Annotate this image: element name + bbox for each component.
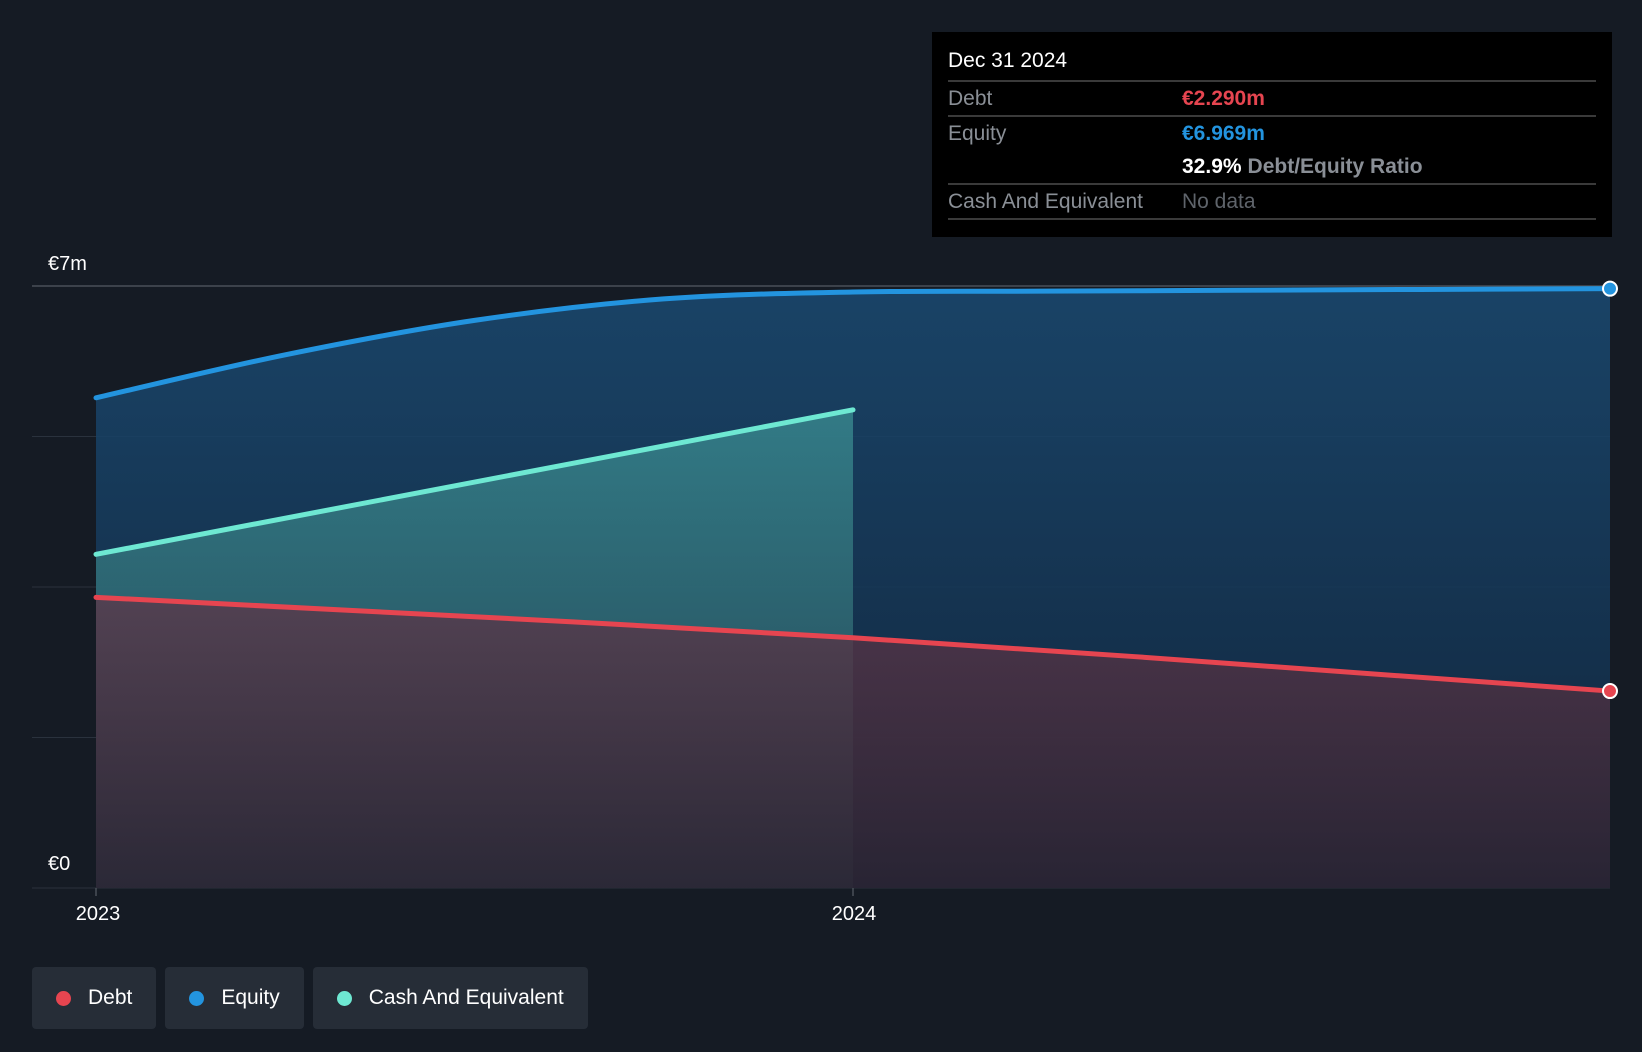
legend-item-cash[interactable]: Cash And Equivalent xyxy=(312,967,588,1029)
legend-cash-label: Cash And Equivalent xyxy=(368,986,564,1009)
tooltip-cash-value: No data xyxy=(1182,190,1256,213)
debt-area xyxy=(96,597,1610,888)
tooltip-ratio-label: Debt/Equity Ratio xyxy=(1247,155,1423,178)
tooltip-cash-label: Cash And Equivalent xyxy=(948,190,1143,213)
y-tick-label-min: €0 xyxy=(48,853,70,875)
tooltip-ratio-value: 32.9% xyxy=(1182,155,1242,178)
tooltip-date: Dec 31 2024 xyxy=(948,46,1596,82)
equity-dot-icon xyxy=(189,990,205,1006)
tooltip-equity-value: €6.969m xyxy=(1182,122,1265,145)
tooltip-equity-label: Equity xyxy=(948,122,1007,145)
legend-item-debt[interactable]: Debt xyxy=(32,967,157,1029)
tooltip-debt-label: Debt xyxy=(948,87,993,110)
tooltip-panel: Dec 31 2024 Debt €2.290m Equity €6.969m … xyxy=(932,32,1612,237)
x-tick-label-2023: 2023 xyxy=(76,903,121,925)
equity-end-point[interactable] xyxy=(1602,280,1618,297)
tooltip-row-ratio: 32.9% Debt/Equity Ratio xyxy=(948,150,1596,185)
tooltip-row-debt: Debt €2.290m xyxy=(948,82,1596,117)
tooltip-row-equity: Equity €6.969m xyxy=(948,117,1596,150)
area-fills xyxy=(96,288,1610,888)
legend-equity-label: Equity xyxy=(221,986,280,1009)
axes xyxy=(95,888,854,896)
series-lines xyxy=(93,286,1613,694)
y-tick-label-max: €7m xyxy=(48,253,87,275)
debt-line xyxy=(93,594,1613,694)
cash-and-equivalent-line xyxy=(93,407,856,557)
legend-item-equity[interactable]: Equity xyxy=(165,967,304,1029)
equity-line xyxy=(93,286,1613,401)
cash-dot-icon xyxy=(336,990,352,1006)
end-markers xyxy=(1602,280,1618,700)
tooltip-debt-value: €2.290m xyxy=(1182,87,1265,110)
legend: Debt Equity Cash And Equivalent xyxy=(32,967,588,1029)
legend-debt-label: Debt xyxy=(88,986,133,1009)
x-tick-label-2024: 2024 xyxy=(832,903,877,925)
debt-end-point[interactable] xyxy=(1602,683,1618,700)
debt-dot-icon xyxy=(56,990,71,1006)
tooltip-row-cash: Cash And Equivalent No data xyxy=(948,185,1596,220)
